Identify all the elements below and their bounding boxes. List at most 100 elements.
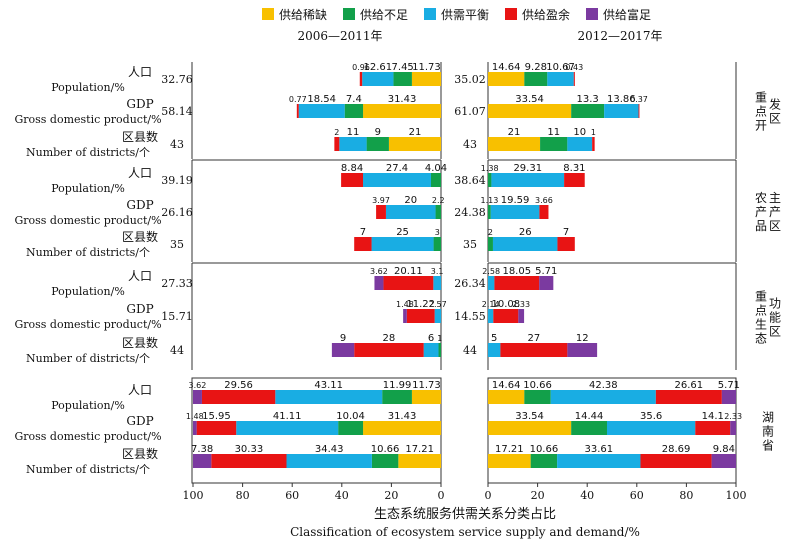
- bar-value-label: 10: [573, 127, 586, 138]
- x-tick-label-left: 20: [384, 489, 398, 502]
- bar-right-seg: [492, 237, 558, 251]
- group-name-char: 农: [755, 191, 767, 205]
- bar-left-seg: [344, 104, 364, 118]
- bar-left-seg: [192, 454, 212, 468]
- row-total-left: 35: [170, 238, 184, 251]
- bar-right-seg: [539, 276, 554, 290]
- bar-right-seg: [540, 137, 568, 151]
- bar-value-label: 2: [488, 228, 493, 237]
- bar-left-seg: [435, 205, 441, 219]
- bar-left-seg: [331, 343, 355, 357]
- x-tick-label-right: 60: [630, 489, 644, 502]
- bar-left-seg: [354, 237, 372, 251]
- bar-value-label: 12.61: [363, 62, 392, 73]
- bar-value-label: 29.31: [513, 163, 542, 174]
- bar-left-seg: [363, 421, 441, 435]
- bar-right-seg: [539, 205, 549, 219]
- bar-value-label: 11.99: [383, 380, 412, 391]
- bar-value-label: 14.64: [492, 380, 521, 391]
- bar-value-label: 33.61: [584, 444, 613, 455]
- bar-value-label: 7.38: [191, 444, 213, 455]
- bar-value-label: 17.21: [495, 444, 524, 455]
- x-tick-label-left: 0: [438, 489, 445, 502]
- bar-value-label: 7.45: [392, 62, 414, 73]
- bar-right-seg: [557, 454, 641, 468]
- legend-label-2: 供需平衡: [441, 8, 489, 22]
- bar-value-label: 3.66: [535, 196, 553, 205]
- bar-left-seg: [430, 173, 441, 187]
- bar-value-label: 9.28: [525, 62, 547, 73]
- bar-right-seg: [488, 309, 494, 323]
- labels-layer: 重点开发区农产品主产区重点生态功能区湖南省人口Population/%32.76…: [14, 62, 781, 476]
- period-label-left: 2006—2011年: [297, 29, 382, 43]
- bar-value-label: 12: [576, 333, 589, 344]
- group-name-char: 发: [769, 97, 781, 112]
- row-label-cn: 人口: [128, 383, 152, 397]
- bar-value-label: 2.33: [512, 300, 530, 309]
- bar-left-seg: [433, 237, 441, 251]
- bar-left-seg: [371, 237, 434, 251]
- bar-value-label: 26.61: [675, 380, 704, 391]
- row-label-en: Number of districts/个: [26, 352, 150, 365]
- row-label-cn: 人口: [128, 166, 152, 180]
- bar-value-label: 0.37: [630, 95, 648, 104]
- bar-left-seg: [385, 205, 436, 219]
- bar-value-label: 33.54: [515, 94, 544, 105]
- row-total-right: 35: [463, 238, 477, 251]
- bar-left-seg: [286, 454, 372, 468]
- bar-right-seg: [573, 72, 575, 86]
- bar-value-label: 2.33: [724, 412, 742, 421]
- row-label-en: Population/%: [51, 81, 125, 94]
- x-tick-label-right: 0: [485, 489, 492, 502]
- bar-right-seg: [640, 454, 712, 468]
- bar-value-label: 31.43: [388, 411, 417, 422]
- bar-value-label: 3.97: [372, 196, 390, 205]
- bar-right-seg: [500, 343, 568, 357]
- bar-value-label: 14.64: [492, 62, 521, 73]
- row-total-left: 39.19: [161, 174, 193, 187]
- bar-value-label: 3.1: [431, 267, 444, 276]
- bar-value-label: 10.08: [491, 299, 520, 310]
- bar-right-seg: [592, 137, 595, 151]
- bar-right-seg: [730, 421, 737, 435]
- bar-value-label: 15.95: [202, 411, 231, 422]
- bar-left-seg: [438, 343, 441, 357]
- bar-right-seg: [721, 390, 736, 404]
- bar-right-seg: [490, 205, 540, 219]
- bar-value-label: 21: [508, 127, 521, 138]
- bar-left-seg: [383, 276, 434, 290]
- bar-left-seg: [354, 343, 424, 357]
- bar-value-label: 33.54: [515, 411, 544, 422]
- row-label-cn: GDP: [126, 302, 153, 316]
- row-total-right: 43: [463, 138, 477, 151]
- bar-value-label: 2.58: [482, 267, 500, 276]
- bar-right-seg: [604, 104, 639, 118]
- bar-left-seg: [192, 421, 197, 435]
- legend-label-0: 供给稀缺: [279, 7, 327, 22]
- legend-swatch-3: [505, 8, 517, 20]
- bar-left-seg: [406, 309, 435, 323]
- bar-right-seg: [557, 237, 575, 251]
- axes-layer: 100 80 60 40 20 0 0 20 40 60 80 100: [183, 483, 747, 502]
- bar-right-seg: [488, 390, 525, 404]
- bar-right-seg: [695, 421, 731, 435]
- bar-value-label: 30.33: [235, 444, 264, 455]
- bar-value-label: 9.84: [713, 444, 735, 455]
- bar-value-label: 10.66: [530, 444, 559, 455]
- bar-right-seg: [524, 72, 548, 86]
- row-label-en: Gross domestic product/%: [14, 430, 161, 443]
- bar-left-seg: [201, 390, 276, 404]
- bar-value-label: 9: [375, 127, 381, 138]
- x-tick-label-left: 100: [183, 489, 204, 502]
- bar-value-label: 3.62: [370, 267, 388, 276]
- bar-left-seg: [298, 104, 345, 118]
- bar-value-label: 2.57: [429, 300, 447, 309]
- bar-left-seg: [359, 72, 363, 86]
- bar-left-seg: [371, 454, 399, 468]
- bar-left-seg: [434, 309, 441, 323]
- bar-left-seg: [382, 390, 412, 404]
- row-label-en: Number of districts/个: [26, 463, 150, 476]
- x-tick-label-right: 20: [531, 489, 545, 502]
- row-label-en: Population/%: [51, 182, 125, 195]
- bar-right-seg: [530, 454, 558, 468]
